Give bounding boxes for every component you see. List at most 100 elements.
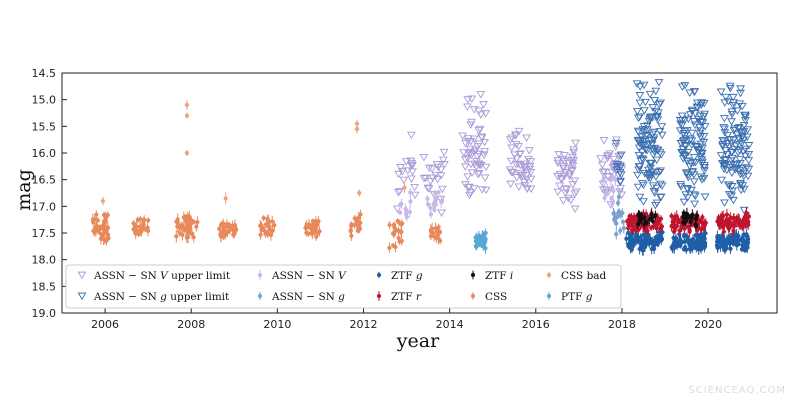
upper-limit-marker	[684, 115, 693, 124]
upper-limit-marker	[608, 164, 618, 172]
upper-limit-marker	[526, 185, 536, 194]
data-point	[646, 239, 652, 248]
upper-limit-marker	[515, 171, 525, 180]
data-point	[98, 225, 103, 232]
x-tick-label: 2016	[522, 318, 550, 331]
upper-limit-marker	[689, 191, 699, 199]
upper-limit-marker	[515, 150, 525, 158]
data-point	[684, 207, 690, 220]
data-point	[636, 210, 641, 221]
upper-limit-marker	[740, 145, 750, 154]
upper-limit-marker	[554, 150, 564, 159]
upper-limit-marker	[738, 132, 747, 141]
legend-item: ASSN − SN g	[257, 291, 345, 303]
upper-limit-marker	[474, 127, 484, 135]
upper-limit-marker	[559, 163, 568, 171]
data-point	[672, 215, 677, 226]
upper-limit-marker	[736, 85, 745, 93]
data-point	[403, 210, 409, 217]
legend-label: ASSN − SN V	[271, 270, 347, 282]
upper-limit-marker	[463, 138, 473, 146]
upper-limit-marker	[691, 158, 700, 167]
upper-limit-marker	[640, 133, 650, 141]
data-point	[605, 183, 610, 193]
series-8	[90, 209, 443, 253]
data-point	[740, 242, 746, 251]
upper-limit-marker	[639, 81, 649, 90]
upper-limit-marker	[635, 92, 645, 100]
upper-limit-marker	[465, 191, 474, 200]
plot-border	[61, 72, 778, 314]
legend-item: ASSN − SN g upper limit	[77, 291, 230, 303]
upper-limit-marker	[637, 155, 647, 163]
data-point	[682, 242, 688, 252]
upper-limit-marker	[462, 103, 472, 111]
upper-limit-marker	[616, 151, 626, 160]
data-point	[217, 225, 222, 232]
data-point	[261, 215, 266, 222]
upper-limit-marker	[481, 163, 491, 172]
upper-limit-marker	[683, 185, 692, 193]
legend-marker	[77, 271, 87, 280]
upper-limit-marker	[633, 183, 643, 192]
data-point	[183, 214, 188, 221]
upper-limit-marker	[680, 82, 690, 90]
upper-limit-marker	[474, 169, 484, 178]
upper-limit-marker	[685, 89, 695, 97]
upper-limit-marker	[723, 181, 733, 189]
data-point	[741, 215, 746, 223]
data-point	[609, 195, 614, 201]
data-point	[476, 230, 482, 242]
data-point	[624, 232, 629, 245]
upper-limit-marker	[515, 170, 525, 178]
legend-label: PTF g	[561, 291, 593, 303]
legend-item: ASSN − SN V upper limit	[77, 270, 231, 282]
upper-limit-marker	[720, 199, 729, 207]
upper-limit-marker	[651, 107, 661, 116]
data-point	[614, 228, 619, 240]
upper-limit-marker	[431, 171, 441, 180]
data-point	[387, 220, 392, 230]
series-6	[635, 207, 700, 230]
data-point	[612, 209, 617, 219]
upper-limit-marker	[410, 191, 420, 200]
data-point	[746, 219, 751, 230]
upper-limit-marker	[522, 175, 532, 184]
data-point	[686, 236, 692, 249]
y-tick-label: 19.0	[32, 307, 57, 320]
upper-limit-marker	[699, 132, 709, 141]
upper-limit-marker	[649, 136, 659, 144]
data-point	[616, 211, 621, 219]
upper-limit-marker	[698, 119, 708, 127]
data-point	[649, 209, 654, 221]
data-point	[429, 226, 434, 238]
data-point	[391, 242, 396, 249]
upper-limit-marker	[466, 121, 476, 129]
upper-limit-marker	[410, 183, 419, 192]
data-marks	[90, 79, 754, 256]
data-point	[629, 235, 634, 244]
data-point	[698, 235, 704, 241]
upper-limit-marker	[463, 96, 473, 104]
upper-limit-marker	[460, 163, 470, 171]
data-point	[736, 217, 742, 223]
upper-limit-marker	[561, 189, 570, 198]
upper-limit-marker	[649, 187, 659, 196]
data-point	[730, 219, 736, 232]
data-point	[105, 222, 111, 234]
upper-limit-marker	[609, 155, 619, 164]
data-point	[702, 219, 707, 231]
upper-limit-marker	[523, 155, 533, 164]
data-point	[93, 222, 98, 230]
upper-limit-marker	[632, 80, 642, 88]
y-tick-label: 14.5	[32, 67, 57, 80]
upper-limit-marker	[514, 127, 524, 136]
data-point	[746, 233, 751, 246]
upper-limit-marker	[716, 88, 726, 97]
data-point	[270, 226, 275, 235]
upper-limit-marker	[656, 167, 666, 175]
data-point	[615, 199, 621, 207]
data-point	[387, 242, 392, 253]
upper-limit-marker	[433, 175, 442, 184]
legend-item: ASSN − SN V	[257, 270, 347, 282]
